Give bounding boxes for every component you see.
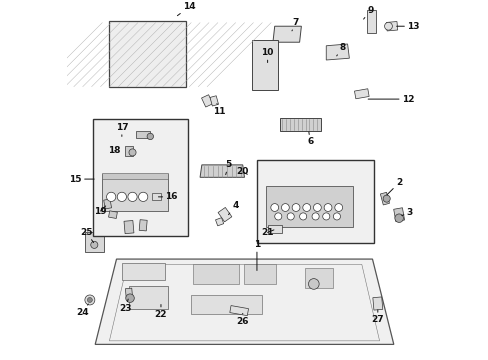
Bar bbox=[93, 119, 187, 236]
Bar bbox=[129, 286, 168, 309]
Circle shape bbox=[274, 213, 281, 220]
Bar bbox=[124, 146, 133, 156]
Bar bbox=[218, 207, 231, 222]
Text: 23: 23 bbox=[119, 299, 131, 313]
Circle shape bbox=[87, 297, 92, 302]
Bar bbox=[244, 264, 276, 284]
Bar bbox=[280, 118, 320, 131]
Circle shape bbox=[299, 213, 306, 220]
Bar bbox=[125, 288, 132, 298]
Bar bbox=[103, 199, 111, 209]
Text: 11: 11 bbox=[213, 104, 225, 116]
Bar bbox=[354, 89, 368, 99]
Circle shape bbox=[308, 279, 319, 289]
Bar bbox=[265, 186, 352, 227]
Text: 9: 9 bbox=[363, 6, 373, 19]
Bar bbox=[193, 264, 239, 284]
Circle shape bbox=[384, 22, 391, 30]
Text: 8: 8 bbox=[336, 43, 345, 56]
Polygon shape bbox=[200, 165, 244, 177]
Circle shape bbox=[286, 213, 294, 220]
Circle shape bbox=[106, 192, 116, 202]
Bar bbox=[215, 218, 223, 226]
Text: 12: 12 bbox=[367, 95, 413, 104]
Text: 17: 17 bbox=[115, 123, 128, 136]
Circle shape bbox=[291, 204, 299, 211]
Bar bbox=[251, 40, 278, 90]
Text: 14: 14 bbox=[177, 2, 195, 16]
Circle shape bbox=[324, 204, 331, 211]
Text: 5: 5 bbox=[225, 160, 231, 175]
Bar bbox=[386, 22, 397, 31]
Circle shape bbox=[394, 214, 403, 222]
Bar bbox=[229, 306, 248, 316]
Text: 20: 20 bbox=[236, 167, 248, 176]
Bar bbox=[108, 211, 117, 219]
Circle shape bbox=[311, 213, 319, 220]
Text: 24: 24 bbox=[76, 304, 89, 317]
Text: 13: 13 bbox=[396, 22, 419, 31]
Bar bbox=[102, 173, 168, 179]
Bar bbox=[124, 220, 134, 234]
Text: 21: 21 bbox=[261, 228, 273, 237]
Bar bbox=[201, 95, 212, 107]
Text: 2: 2 bbox=[386, 178, 402, 195]
Bar bbox=[102, 174, 168, 211]
Circle shape bbox=[333, 213, 340, 220]
Bar bbox=[109, 21, 185, 87]
Bar bbox=[136, 131, 150, 138]
Circle shape bbox=[128, 192, 137, 202]
Bar bbox=[256, 159, 373, 243]
Bar bbox=[84, 233, 104, 252]
Circle shape bbox=[129, 149, 136, 156]
Text: 26: 26 bbox=[236, 314, 248, 326]
Circle shape bbox=[322, 213, 329, 220]
Text: 27: 27 bbox=[371, 310, 384, 324]
Text: 22: 22 bbox=[154, 305, 167, 319]
Circle shape bbox=[334, 204, 342, 211]
Text: 6: 6 bbox=[306, 132, 313, 146]
Circle shape bbox=[383, 195, 389, 202]
Circle shape bbox=[270, 204, 278, 211]
Bar bbox=[305, 268, 333, 288]
Text: 25: 25 bbox=[80, 228, 93, 243]
Bar bbox=[372, 297, 382, 310]
Circle shape bbox=[91, 241, 98, 248]
Circle shape bbox=[281, 204, 289, 211]
Text: 4: 4 bbox=[228, 201, 238, 215]
Text: 10: 10 bbox=[261, 48, 273, 63]
Circle shape bbox=[138, 192, 147, 202]
Bar bbox=[122, 263, 164, 280]
Bar bbox=[191, 294, 262, 314]
Text: 15: 15 bbox=[69, 175, 94, 184]
Polygon shape bbox=[325, 44, 348, 60]
Text: 1: 1 bbox=[253, 240, 260, 270]
Bar bbox=[139, 220, 147, 231]
Polygon shape bbox=[95, 259, 393, 345]
Bar bbox=[366, 10, 375, 33]
Circle shape bbox=[147, 133, 153, 140]
Text: 3: 3 bbox=[401, 208, 412, 217]
Circle shape bbox=[117, 192, 126, 202]
Bar bbox=[267, 225, 281, 233]
Text: 16: 16 bbox=[158, 192, 178, 201]
Text: 7: 7 bbox=[291, 18, 299, 31]
Bar bbox=[393, 208, 404, 221]
Circle shape bbox=[85, 295, 95, 305]
Circle shape bbox=[302, 204, 310, 211]
Text: 19: 19 bbox=[94, 206, 106, 216]
Text: 18: 18 bbox=[108, 146, 121, 155]
Polygon shape bbox=[272, 26, 301, 42]
Circle shape bbox=[125, 294, 134, 302]
Bar bbox=[210, 96, 218, 106]
Bar bbox=[380, 192, 388, 205]
Bar bbox=[152, 193, 161, 201]
Circle shape bbox=[313, 204, 321, 211]
